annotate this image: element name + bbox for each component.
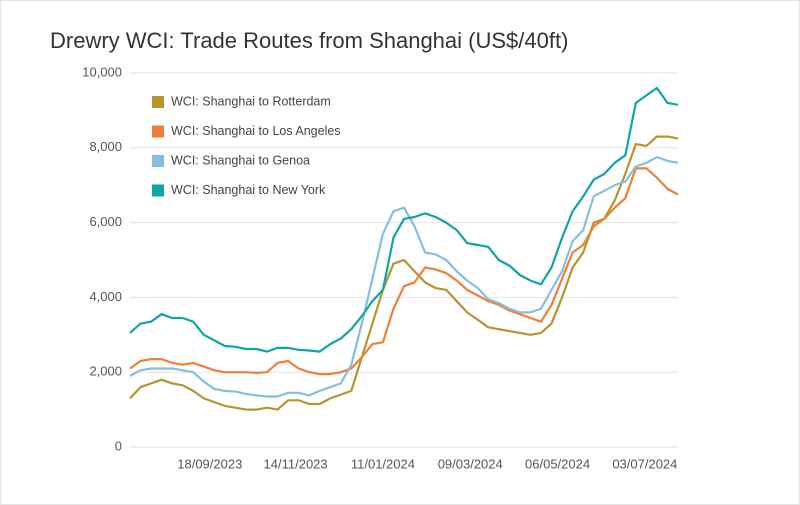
chart-title: Drewry WCI: Trade Routes from Shanghai (… [50, 28, 568, 53]
y-tick-label: 8,000 [89, 139, 122, 154]
legend-label: WCI: Shanghai to New York [171, 183, 326, 197]
series-line [129, 167, 679, 376]
y-tick-label: 0 [115, 438, 122, 453]
x-tick-label: 03/07/2024 [612, 456, 677, 471]
y-tick-label: 2,000 [89, 364, 122, 379]
legend-label: WCI: Shanghai to Genoa [171, 153, 310, 167]
legend-swatch [152, 155, 164, 167]
y-tick-label: 4,000 [89, 289, 122, 304]
legend-swatch [152, 184, 164, 197]
legend-label: WCI: Shanghai to Rotterdam [171, 94, 331, 108]
series-line [129, 135, 679, 411]
x-tick-label: 11/01/2024 [351, 456, 415, 471]
legend-swatch [152, 125, 164, 138]
series-line [129, 156, 679, 398]
x-tick-label: 06/05/2024 [525, 456, 590, 471]
x-tick-label: 09/03/2024 [438, 456, 503, 471]
y-tick-label: 6,000 [89, 214, 122, 229]
legend-label: WCI: Shanghai to Los Angeles [171, 124, 341, 138]
x-tick-label: 14/11/2023 [264, 456, 328, 471]
x-tick-label: 18/09/2023 [177, 456, 242, 471]
legend-swatch [152, 96, 164, 108]
y-tick-label: 10,000 [82, 64, 122, 79]
series-line [129, 86, 679, 353]
